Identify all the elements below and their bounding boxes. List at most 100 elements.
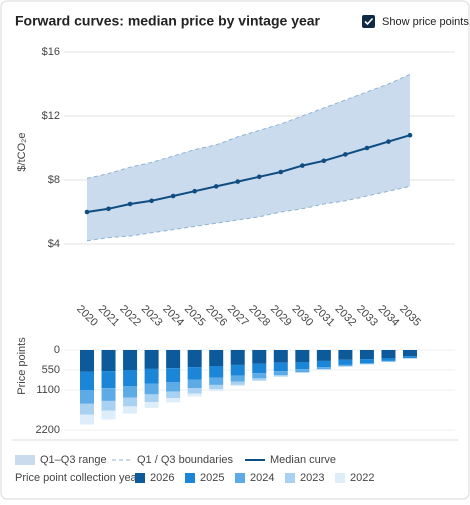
legend-label: Median curve [270, 454, 336, 466]
bar-segment [123, 398, 137, 407]
bar-segment [145, 350, 159, 369]
bar-segment [338, 360, 352, 365]
median-point [386, 139, 391, 144]
median-point [408, 133, 413, 138]
bar-segment [209, 366, 223, 378]
legend-swatch [185, 473, 195, 483]
bar-segment [209, 350, 223, 366]
legend-label: 2026 [150, 472, 174, 484]
bar-segment [145, 369, 159, 384]
median-point [214, 184, 219, 189]
bar-segment [166, 368, 180, 382]
legend-swatch [15, 455, 35, 465]
bar-segment [188, 350, 202, 367]
bar-segment [381, 358, 395, 361]
bar-segment [231, 375, 245, 381]
bar-segment [123, 386, 137, 398]
bar-segment [123, 370, 137, 386]
bar-segment [274, 371, 288, 375]
bar-segment [102, 401, 116, 411]
bar-segment [102, 388, 116, 401]
bar-segment [252, 378, 266, 380]
bar-segment [381, 361, 395, 362]
bar-segment [80, 350, 94, 372]
bar-segment [209, 378, 223, 385]
bar-segment [80, 390, 94, 404]
legend-label: Q1–Q3 range [40, 454, 107, 466]
median-point [128, 202, 133, 207]
legend-label: 2024 [250, 472, 274, 484]
y-tick-label: 550 [42, 364, 60, 376]
bar-segment [338, 350, 352, 360]
bar-segment [209, 389, 223, 391]
bar-segment [231, 365, 245, 376]
bar-segment [295, 372, 309, 373]
legend-swatch [335, 473, 345, 483]
bar-segment [403, 356, 417, 358]
legend-swatch [285, 473, 295, 483]
median-point [85, 210, 90, 215]
bar-segment [295, 362, 309, 369]
legend-label: Q1 / Q3 boundaries [137, 454, 234, 466]
median-point [343, 152, 348, 157]
median-point [171, 194, 176, 199]
bar-segment [295, 369, 309, 372]
bar-segment [209, 385, 223, 389]
y-tick-label: $4 [48, 238, 60, 250]
median-point [235, 179, 240, 184]
bar-segment [188, 394, 202, 397]
bar-segment [252, 350, 266, 364]
median-point [149, 199, 154, 204]
y-axis-label: $/tCO₂e [16, 132, 28, 171]
legend-title: Price point collection year: [15, 472, 143, 484]
bar-segment [317, 367, 331, 369]
y-axis-label: Price points [16, 337, 28, 395]
bar-segment [145, 402, 159, 408]
bar-segment [274, 350, 288, 363]
legend-label: 2022 [350, 472, 374, 484]
y-tick-label: 1100 [36, 384, 60, 396]
title: Forward curves: median price by vintage … [15, 13, 321, 29]
bar-segment [295, 350, 309, 362]
bar-segment [80, 415, 94, 425]
bar-segment [231, 350, 245, 365]
y-tick-label: 2200 [36, 424, 60, 436]
bar-segment [145, 384, 159, 395]
bar-segment [145, 394, 159, 402]
bar-segment [274, 375, 288, 376]
bar-segment [123, 406, 137, 413]
legend-swatch [235, 473, 245, 483]
bar-segment [102, 350, 116, 371]
bar-segment [231, 382, 245, 385]
median-point [257, 175, 262, 180]
bar-segment [252, 364, 266, 373]
bar-segment [381, 350, 395, 358]
median-point [279, 170, 284, 175]
bar-segment [123, 350, 137, 370]
bar-segment [252, 373, 266, 378]
legend-label: 2025 [200, 472, 224, 484]
bar-segment [360, 363, 374, 364]
bar-segment [188, 367, 202, 380]
bar-segment [403, 350, 417, 356]
bar-segment [80, 372, 94, 390]
y-tick-label: $16 [42, 46, 60, 58]
bar-segment [317, 350, 331, 361]
bar-segment [231, 385, 245, 386]
checkbox-label[interactable]: Show price points [382, 16, 469, 28]
median-point [322, 159, 327, 164]
legend-label: 2023 [300, 472, 324, 484]
y-tick-label: 0 [54, 344, 60, 356]
median-point [365, 146, 370, 151]
median-point [300, 163, 305, 168]
bar-segment [274, 363, 288, 371]
bar-segment [338, 365, 352, 366]
bar-segment [166, 382, 180, 391]
checkbox-box[interactable] [362, 15, 375, 28]
bar-segment [80, 404, 94, 415]
bar-segment [102, 411, 116, 420]
y-tick-label: $12 [42, 110, 60, 122]
bar-segment [360, 359, 374, 363]
